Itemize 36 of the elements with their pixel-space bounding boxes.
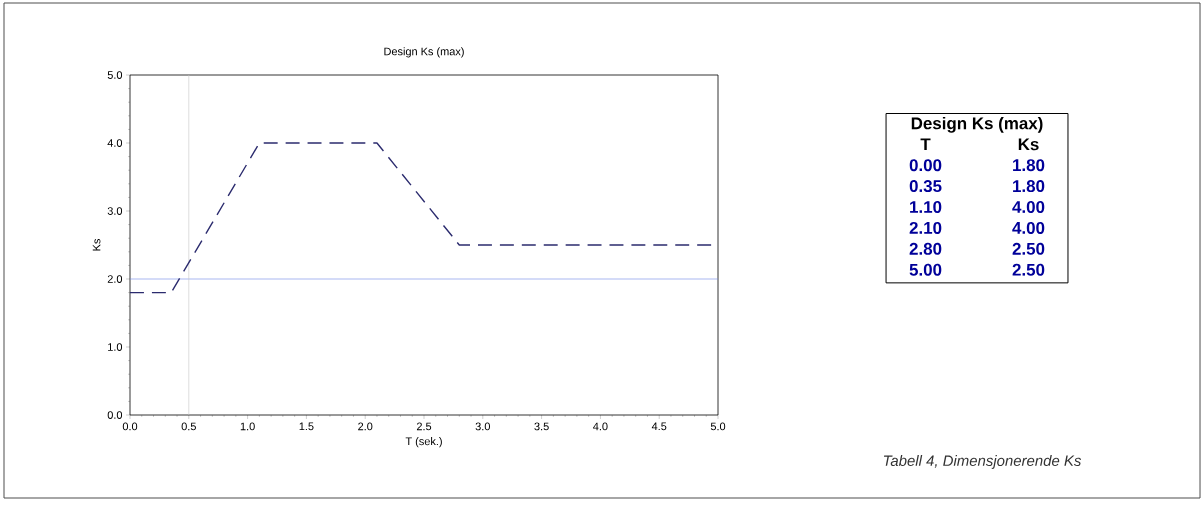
text: T — [920, 138, 931, 151]
text: 2.80 — [909, 242, 942, 255]
y-tick-label: 4.0 — [107, 139, 123, 147]
text: 0.00 — [909, 159, 942, 172]
x-tick-label: 3.5 — [534, 422, 549, 431]
x-tick-label: 0.0 — [122, 422, 138, 431]
text: Design Ks (max) — [911, 116, 1043, 133]
x-tick-label: 4.5 — [651, 422, 667, 431]
x-tick-label: 1.0 — [240, 422, 255, 431]
y-tick-label: 1.0 — [108, 343, 123, 351]
text: 2.50 — [1012, 242, 1045, 255]
text: 2.50 — [1012, 263, 1045, 276]
text: 1.80 — [1013, 180, 1045, 193]
text: 1.80 — [1013, 159, 1045, 172]
x-tick-label: 5.0 — [710, 422, 726, 431]
x-tick-label: 1.5 — [299, 422, 314, 431]
text: 0.35 — [909, 180, 942, 193]
x-tick-label: 2.0 — [358, 422, 373, 431]
text: 1.10 — [910, 201, 942, 213]
y-tick-label: 5.0 — [107, 71, 123, 79]
text: 2.10 — [909, 221, 942, 234]
chart-title: Design Ks (max) — [384, 47, 464, 58]
text: 4.00 — [1012, 221, 1045, 234]
x-tick-label: 3.0 — [475, 422, 490, 431]
x-tick-label: 4.0 — [593, 422, 608, 431]
text: 4.00 — [1012, 201, 1045, 213]
x-axis-title: T (sek.) — [405, 437, 442, 448]
text: 5.00 — [909, 263, 942, 276]
y-tick-label: 0.0 — [107, 411, 123, 419]
text: Ks — [1018, 138, 1039, 151]
x-tick-label: 2.5 — [416, 422, 432, 431]
x-tick-label: 0.5 — [181, 422, 196, 431]
text: Tabell 4, Dimensjonerende Ks — [883, 455, 1082, 469]
y-tick-label: 2.0 — [107, 275, 123, 283]
y-axis-title: Ks — [92, 239, 101, 251]
y-tick-label: 3.0 — [107, 207, 123, 215]
